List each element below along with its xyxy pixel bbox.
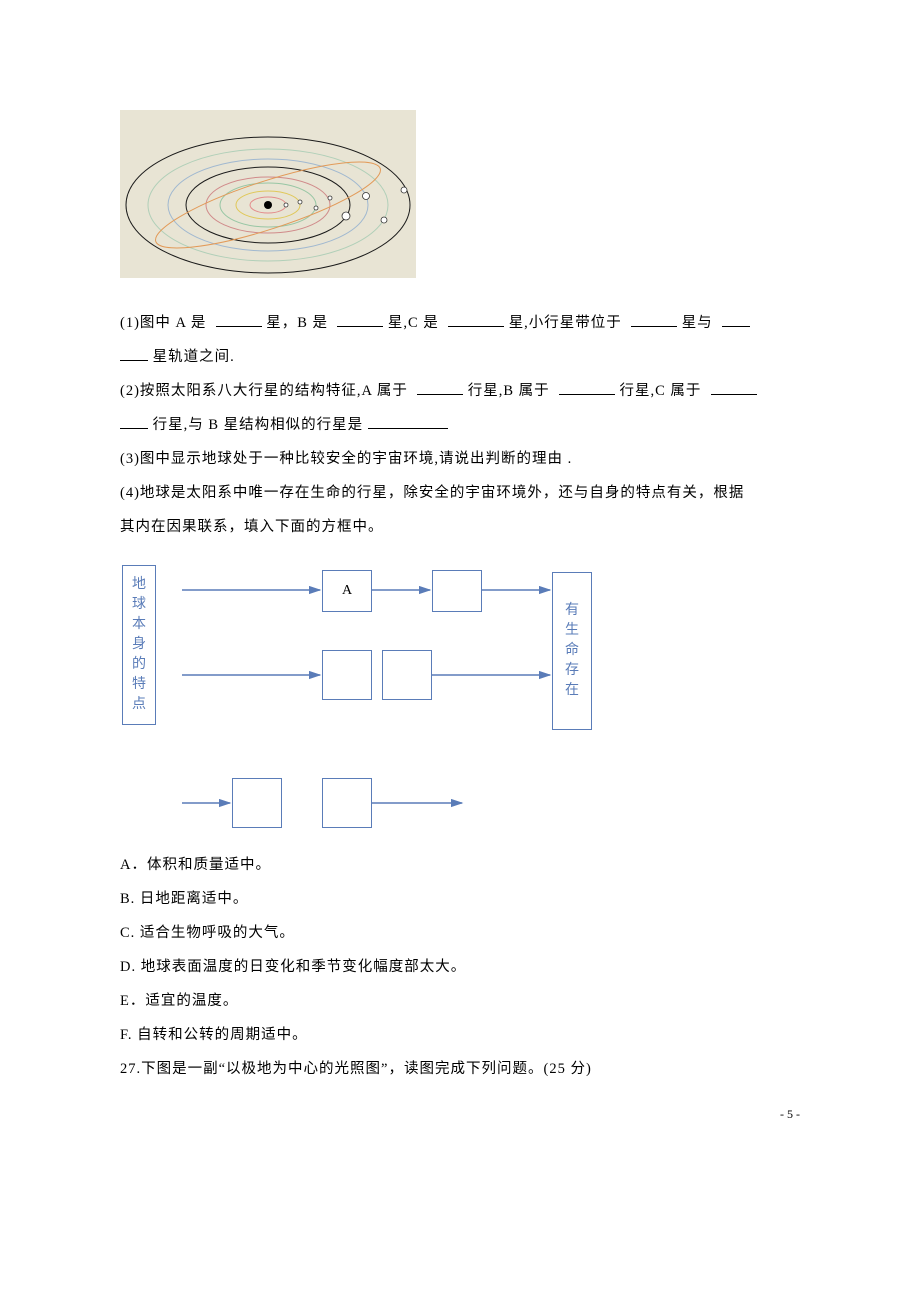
- q2-part2: 行星,C 属于: [620, 383, 702, 399]
- opt-F: F. 自转和公转的周期适中。: [120, 1018, 800, 1052]
- flow-box-r1-1: A: [322, 570, 372, 612]
- right-target-box: 有生命存在: [552, 572, 592, 730]
- flow-diagram: 地球本身的特点 A 有生命存在: [122, 560, 642, 840]
- q1-part3: 星,小行星带位于: [509, 315, 622, 331]
- blank: [448, 310, 504, 327]
- blank: [368, 412, 448, 429]
- q1-part2: 星,C 是: [388, 315, 439, 331]
- q1-part1: 星，B 是: [266, 315, 328, 331]
- left-source-label: 地球本身的特点: [132, 575, 146, 715]
- question-block: (1)图中 A 是 星，B 是 星,C 是 星,小行星带位于 星与 星轨道之间.…: [120, 306, 800, 544]
- blank: [120, 412, 148, 429]
- page-root: (1)图中 A 是 星，B 是 星,C 是 星,小行星带位于 星与 星轨道之间.…: [0, 0, 920, 1146]
- flow-box-r3-2: [322, 778, 372, 828]
- solar-system-svg: [120, 110, 416, 278]
- flow-box-r2-1: [322, 650, 372, 700]
- blank: [337, 310, 383, 327]
- flow-box-r1-2: [432, 570, 482, 612]
- opt-D: D. 地球表面温度的日变化和季节变化幅度部太大。: [120, 950, 800, 984]
- blank: [216, 310, 262, 327]
- q1-part0: (1)图中 A 是: [120, 315, 206, 331]
- opt-C: C. 适合生物呼吸的大气。: [120, 916, 800, 950]
- q4a-text: (4)地球是太阳系中唯一存在生命的行星，除安全的宇宙环境外，还与自身的特点有关，…: [120, 476, 800, 510]
- flow-box-r2-2: [382, 650, 432, 700]
- blank: [722, 310, 750, 327]
- blank: [120, 344, 148, 361]
- q2-part1: 行星,B 属于: [468, 383, 550, 399]
- blank: [711, 378, 757, 395]
- opt-E: E．适宜的温度。: [120, 984, 800, 1018]
- blank: [417, 378, 463, 395]
- page-number: - 5 -: [780, 1107, 800, 1122]
- blank: [631, 310, 677, 327]
- q3-text: (3)图中显示地球处于一种比较安全的宇宙环境,请说出判断的理由 .: [120, 442, 800, 476]
- q1-part4: 星与: [682, 315, 713, 331]
- q1-part5: 星轨道之间.: [153, 349, 235, 365]
- q2-part3: 行星,与 B 星结构相似的行星是: [153, 417, 364, 433]
- right-target-label: 有生命存在: [565, 601, 579, 701]
- flow-box-A-label: A: [342, 583, 352, 599]
- q27-text: 27.下图是一副“以极地为中心的光照图”，读图完成下列问题。(25 分): [120, 1052, 800, 1086]
- flow-box-r3-1: [232, 778, 282, 828]
- opt-B: B. 日地距离适中。: [120, 882, 800, 916]
- solar-system-figure: [120, 110, 416, 278]
- blank: [559, 378, 615, 395]
- opt-A: A．体积和质量适中。: [120, 848, 800, 882]
- q4b-text: 其内在因果联系，填入下面的方框中。: [120, 510, 800, 544]
- q2-part0: (2)按照太阳系八大行星的结构特征,A 属于: [120, 383, 408, 399]
- option-list: A．体积和质量适中。 B. 日地距离适中。 C. 适合生物呼吸的大气。 D. 地…: [120, 848, 800, 1086]
- left-source-box: 地球本身的特点: [122, 565, 156, 725]
